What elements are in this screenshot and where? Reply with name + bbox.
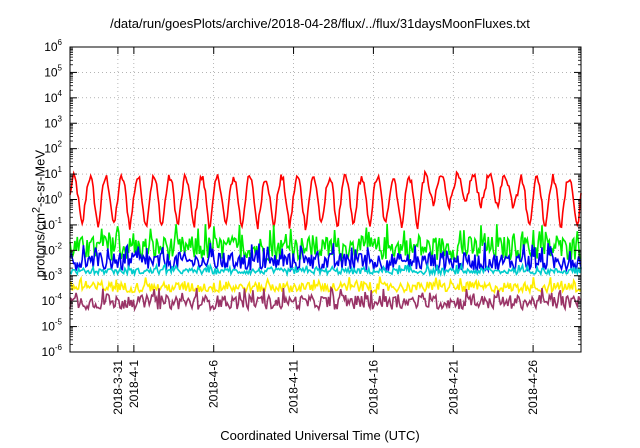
x-ticks: 2018-3-31 2018-4-1 2018-4-6 2018-4-11 2018-4… — [111, 47, 540, 415]
y-tick-label: 104 — [44, 89, 62, 105]
y-tick-label: 102 — [44, 140, 62, 156]
series-line-0 — [69, 169, 582, 231]
series-line-2 — [69, 242, 582, 274]
x-tick-label: 2018-4-1 — [127, 360, 141, 408]
y-tick-label: 100 — [44, 191, 62, 207]
y-tick-label: 103 — [44, 114, 62, 130]
y-tick-label: 10-6 — [42, 343, 63, 359]
y-tick-label: 105 — [44, 63, 62, 79]
x-tick-label: 2018-4-21 — [446, 360, 460, 415]
x-tick-label: 2018-4-11 — [287, 360, 301, 414]
y-axis-label: protons/cm2-s-sr-MeV — [30, 149, 48, 278]
x-tick-label: 2018-4-6 — [207, 360, 221, 408]
y-tick-label: 106 — [44, 38, 62, 54]
y-tick-label: 101 — [44, 165, 62, 181]
series-line-1 — [69, 223, 582, 263]
y-tick-label: 10-3 — [42, 267, 63, 283]
x-tick-label: 2018-4-16 — [366, 360, 380, 415]
series-line-5 — [69, 285, 582, 313]
y-tick-label: 10-4 — [42, 292, 63, 308]
chart-title: /data/run/goesPlots/archive/2018-04-28/f… — [110, 16, 530, 31]
series-line-3 — [69, 261, 582, 278]
y-ticks: 10-6 10-5 10-4 10-3 10-2 10-1 100 101 102 103 104 1… — [42, 38, 581, 359]
x-tick-label: 2018-3-31 — [111, 360, 125, 415]
series-lines — [69, 169, 582, 313]
x-axis-label: Coordinated Universal Time (UTC) — [220, 428, 420, 443]
y-tick-label: 10-5 — [42, 318, 63, 334]
x-tick-label: 2018-4-26 — [526, 360, 540, 415]
y-tick-label: 10-1 — [42, 216, 63, 232]
series-line-4 — [69, 275, 582, 296]
y-tick-label: 10-2 — [42, 241, 63, 257]
